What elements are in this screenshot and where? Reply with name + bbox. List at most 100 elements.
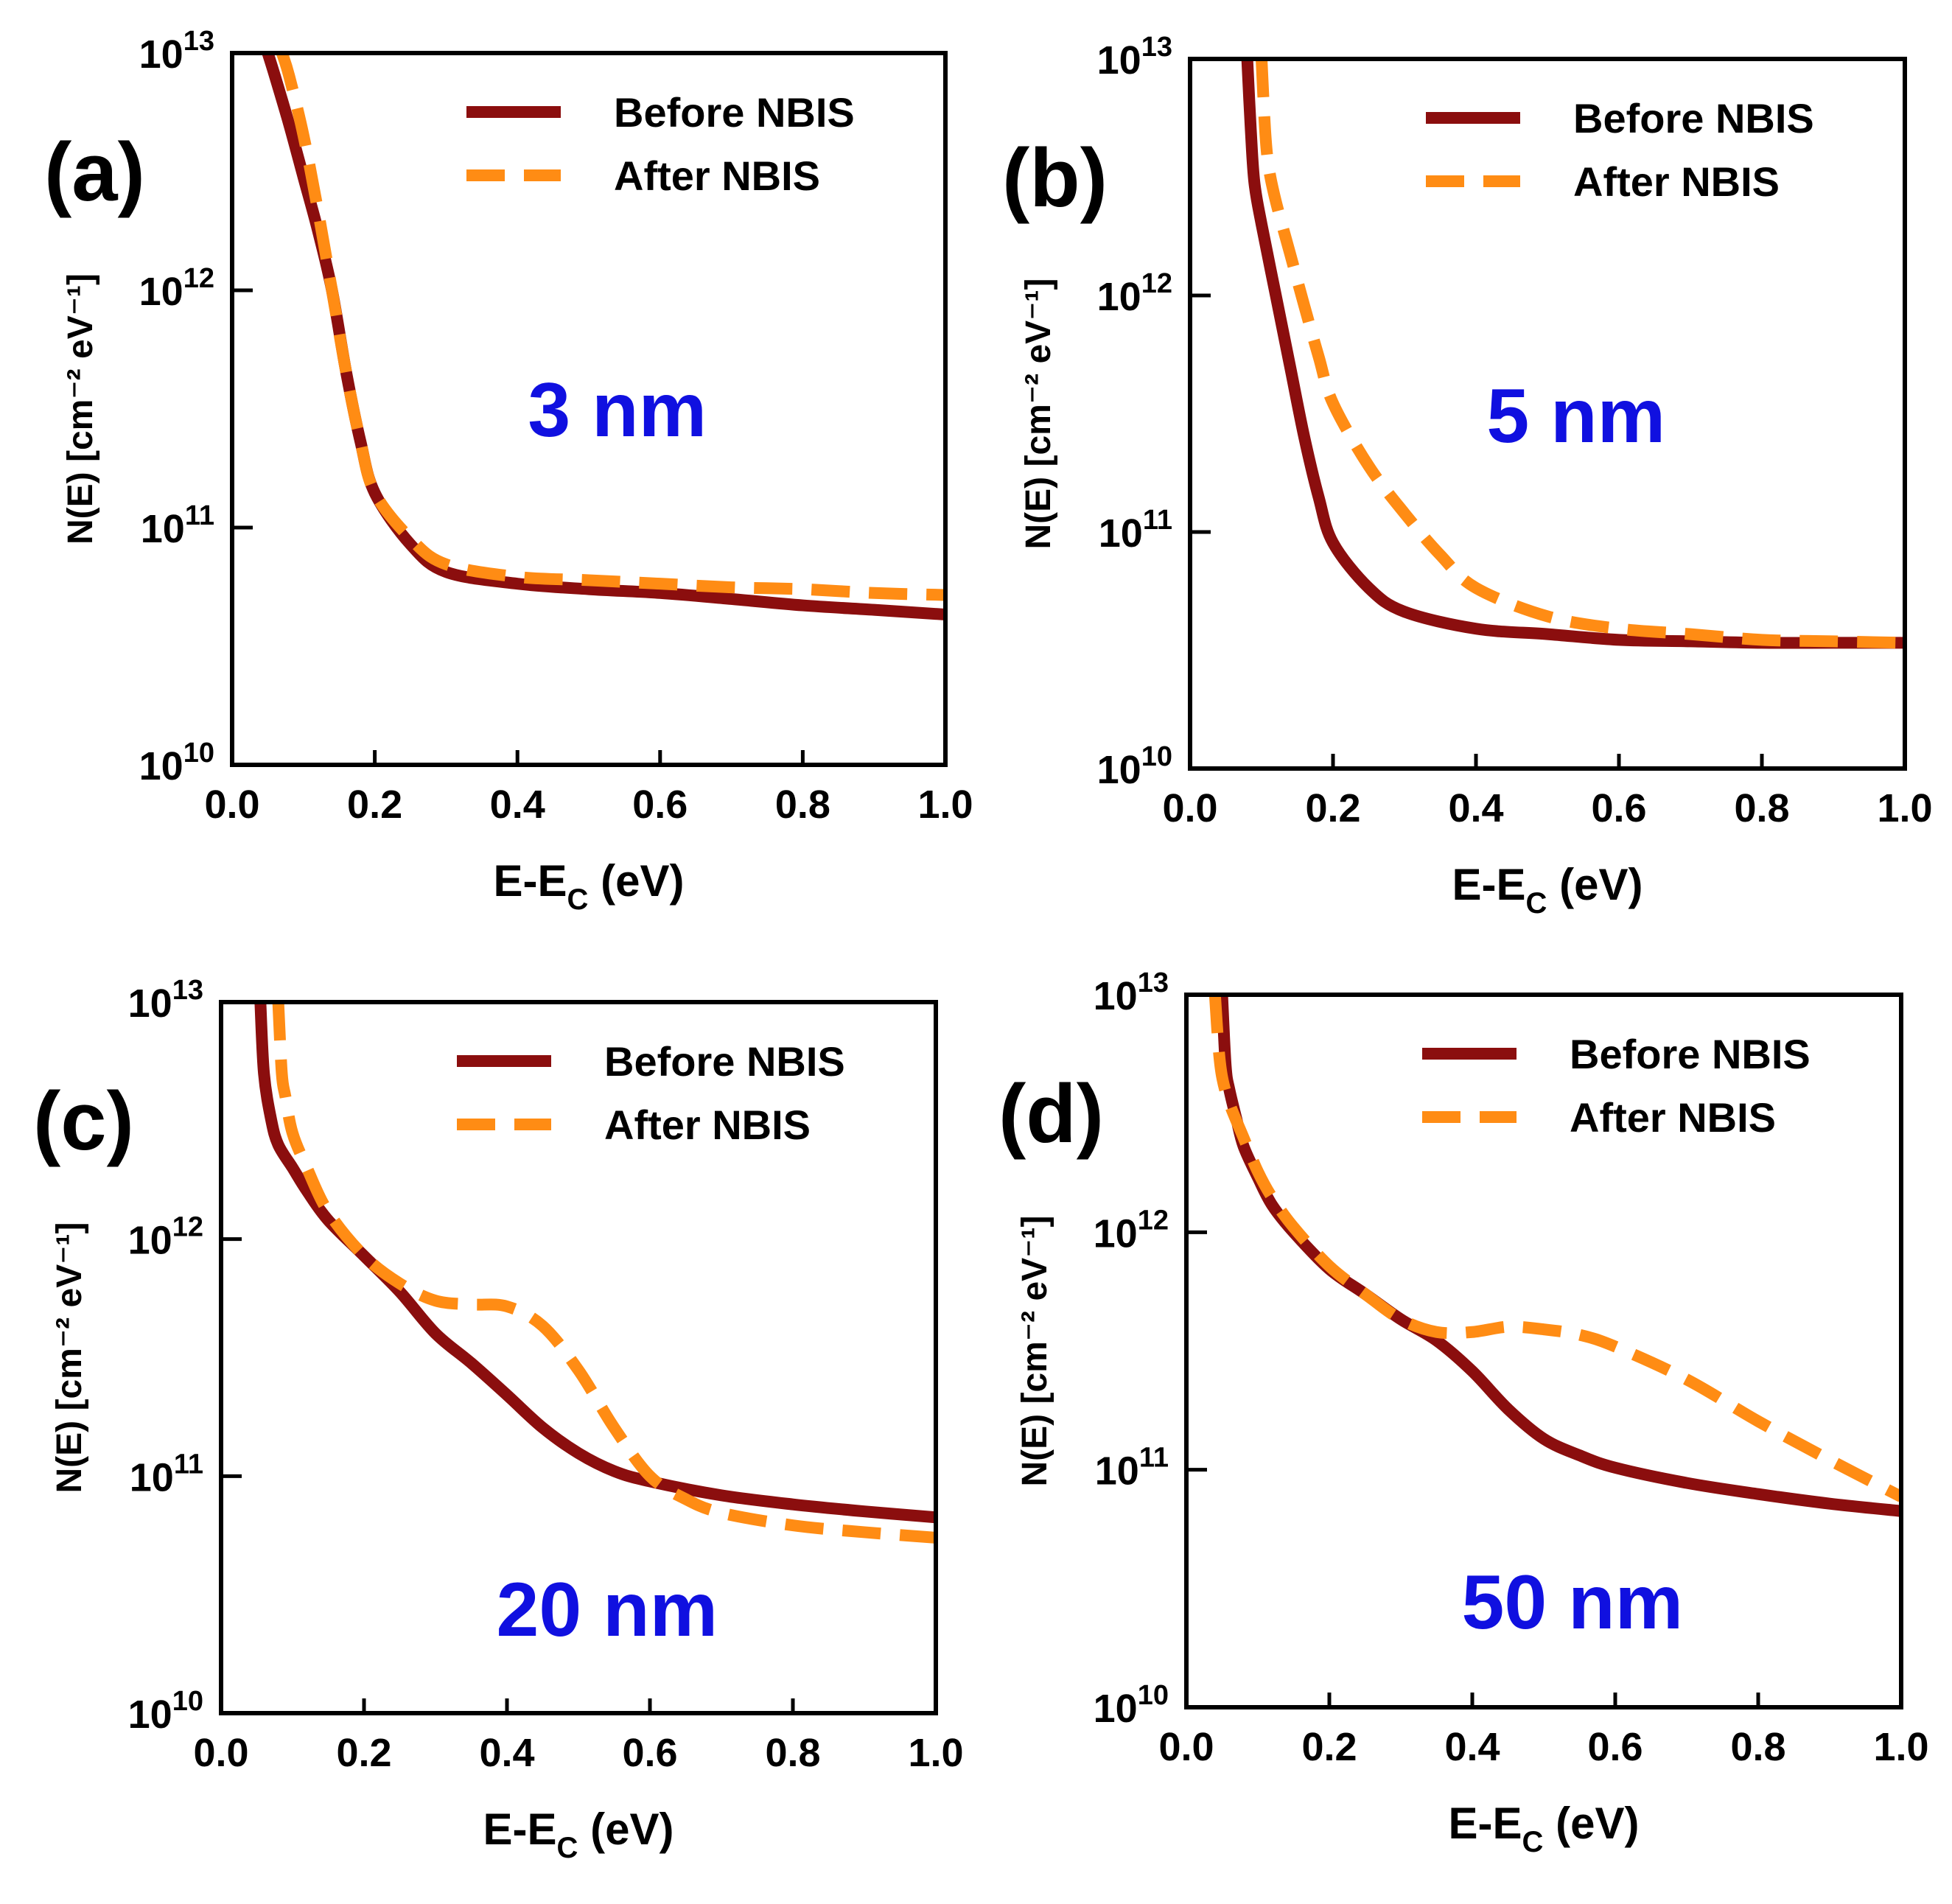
legend-label-after: After NBIS: [614, 153, 820, 199]
y-tick-label: 1012: [139, 263, 214, 314]
plot-frame: [1184, 993, 1903, 1709]
thickness-annotation: 50 nm: [1462, 1560, 1684, 1645]
y-tick-label: 1012: [1094, 1205, 1169, 1256]
y-tick-base: 10: [130, 1455, 174, 1499]
legend-label-before: Before NBIS: [1570, 1031, 1811, 1077]
y-tick-exponent: 11: [185, 500, 214, 531]
y-tick-label: 1011: [130, 1449, 203, 1499]
x-tick-label: 0.0: [1162, 786, 1217, 830]
y-tick-base: 10: [141, 507, 185, 551]
y-tick-label: 1010: [1097, 741, 1172, 792]
y-tick-base: 10: [139, 270, 183, 314]
thickness-annotation: 3 nm: [528, 368, 707, 453]
y-tick-exponent: 13: [1138, 967, 1169, 998]
x-axis-label-main: E-E: [1452, 860, 1526, 909]
x-axis-label-subscript: C: [1522, 1826, 1544, 1858]
y-tick-base: 10: [128, 1219, 172, 1263]
y-tick-base: 10: [1094, 1211, 1138, 1256]
y-tick-exponent: 12: [172, 1212, 203, 1243]
before-nbis-line: [262, 53, 945, 621]
legend-label-after: After NBIS: [604, 1102, 811, 1148]
x-axis-label-unit: (eV): [578, 1805, 674, 1854]
after-nbis-line: [1208, 995, 1901, 1502]
x-axis-label-main: E-E: [494, 856, 567, 906]
y-tick-base: 10: [1099, 511, 1143, 556]
x-tick-label: 0.8: [1734, 786, 1789, 830]
x-axis-label: E-EC (eV): [494, 856, 685, 916]
panel-label: (d): [998, 1068, 1104, 1160]
x-tick-label: 0.4: [1444, 1725, 1500, 1769]
plot-frame: [230, 51, 948, 767]
x-axis-label-unit: (eV): [1543, 1799, 1639, 1848]
y-tick-label: 1013: [128, 975, 203, 1026]
after-nbis-line: [276, 53, 945, 601]
panel-label: (b): [1002, 132, 1108, 224]
y-tick-base: 10: [1095, 1449, 1139, 1494]
y-tick-label: 1011: [141, 500, 214, 551]
y-tick-base: 10: [128, 1693, 172, 1737]
x-tick-label: 1.0: [917, 783, 973, 827]
after-nbis-line: [1256, 59, 1905, 649]
x-tick-label: 0.6: [622, 1731, 677, 1775]
y-tick-exponent: 13: [183, 26, 214, 57]
x-tick-label: 0.2: [336, 1731, 391, 1775]
chart-panel-d: 0.0 0.2 0.4 0.6 0.8 1.0E-EC (eV)1010101110121…: [998, 967, 1929, 1858]
x-axis-label: E-EC (eV): [483, 1805, 674, 1864]
y-tick-label: 1012: [128, 1212, 203, 1263]
before-nbis-line: [1241, 59, 1905, 649]
y-tick-exponent: 12: [183, 263, 214, 294]
x-axis-label-unit: (eV): [1547, 860, 1643, 909]
x-axis-label-subscript: C: [557, 1832, 578, 1864]
x-axis-label-main: E-E: [1449, 1799, 1522, 1848]
y-tick-label: 1013: [1094, 967, 1169, 1018]
panel-label: (a): [44, 126, 145, 218]
y-tick-exponent: 11: [1139, 1443, 1169, 1474]
y-tick-base: 10: [1097, 38, 1141, 83]
y-tick-exponent: 13: [172, 975, 203, 1006]
y-tick-exponent: 11: [174, 1449, 203, 1480]
x-tick-label: 0.0: [1158, 1725, 1214, 1769]
plot-frame: [1188, 57, 1907, 771]
thickness-annotation: 20 nm: [497, 1567, 718, 1653]
y-tick-exponent: 12: [1138, 1205, 1169, 1236]
y-tick-exponent: 10: [1141, 741, 1172, 772]
x-tick-label: 0.4: [1448, 786, 1503, 830]
chart-panel-a: 0.0 0.2 0.4 0.6 0.8 1.0E-EC (eV)1010101110121…: [44, 26, 973, 916]
y-tick-label: 1013: [1097, 32, 1172, 83]
x-axis-label-subscript: C: [1526, 887, 1547, 920]
y-tick-label: 1010: [128, 1686, 203, 1737]
x-axis-label-unit: (eV): [588, 856, 684, 906]
y-tick-base: 10: [128, 981, 172, 1026]
plot-frame: [219, 1000, 938, 1715]
y-axis-label: N(E) [cm⁻² eV⁻¹]: [50, 1222, 89, 1493]
x-tick-label: 1.0: [908, 1731, 963, 1775]
x-tick-label: 0.6: [1591, 786, 1646, 830]
thickness-annotation: 5 nm: [1486, 374, 1665, 459]
y-tick-label: 1010: [1094, 1680, 1169, 1731]
y-tick-base: 10: [1094, 974, 1138, 1018]
legend-label-after: After NBIS: [1570, 1094, 1776, 1141]
x-tick-label: 1.0: [1873, 1725, 1928, 1769]
chart-panel-c: 0.0 0.2 0.4 0.6 0.8 1.0E-EC (eV)1010101110121…: [33, 975, 964, 1864]
y-tick-base: 10: [139, 744, 183, 788]
x-tick-label: 0.6: [632, 783, 688, 827]
x-tick-label: 0.6: [1587, 1725, 1643, 1769]
after-nbis-line: [272, 1002, 936, 1544]
legend-label-before: Before NBIS: [614, 89, 855, 136]
legend-label-before: Before NBIS: [604, 1038, 845, 1085]
y-tick-label: 1012: [1097, 268, 1172, 319]
x-tick-label: 0.2: [1301, 1725, 1357, 1769]
x-axis-label: E-EC (eV): [1452, 860, 1643, 920]
y-tick-label: 1011: [1099, 505, 1172, 556]
x-tick-label: 0.8: [765, 1731, 820, 1775]
y-tick-base: 10: [1097, 275, 1141, 319]
legend-label-after: After NBIS: [1573, 158, 1780, 205]
y-tick-base: 10: [1097, 748, 1141, 792]
x-tick-label: 0.0: [193, 1731, 248, 1775]
chart-panel-b: 0.0 0.2 0.4 0.6 0.8 1.0E-EC (eV)1010101110121…: [1002, 32, 1933, 920]
y-tick-exponent: 10: [183, 738, 214, 769]
y-tick-label: 1013: [139, 26, 214, 77]
x-axis-label-subscript: C: [567, 883, 589, 916]
y-axis-label: N(E) [cm⁻² eV⁻¹]: [1015, 1215, 1054, 1486]
